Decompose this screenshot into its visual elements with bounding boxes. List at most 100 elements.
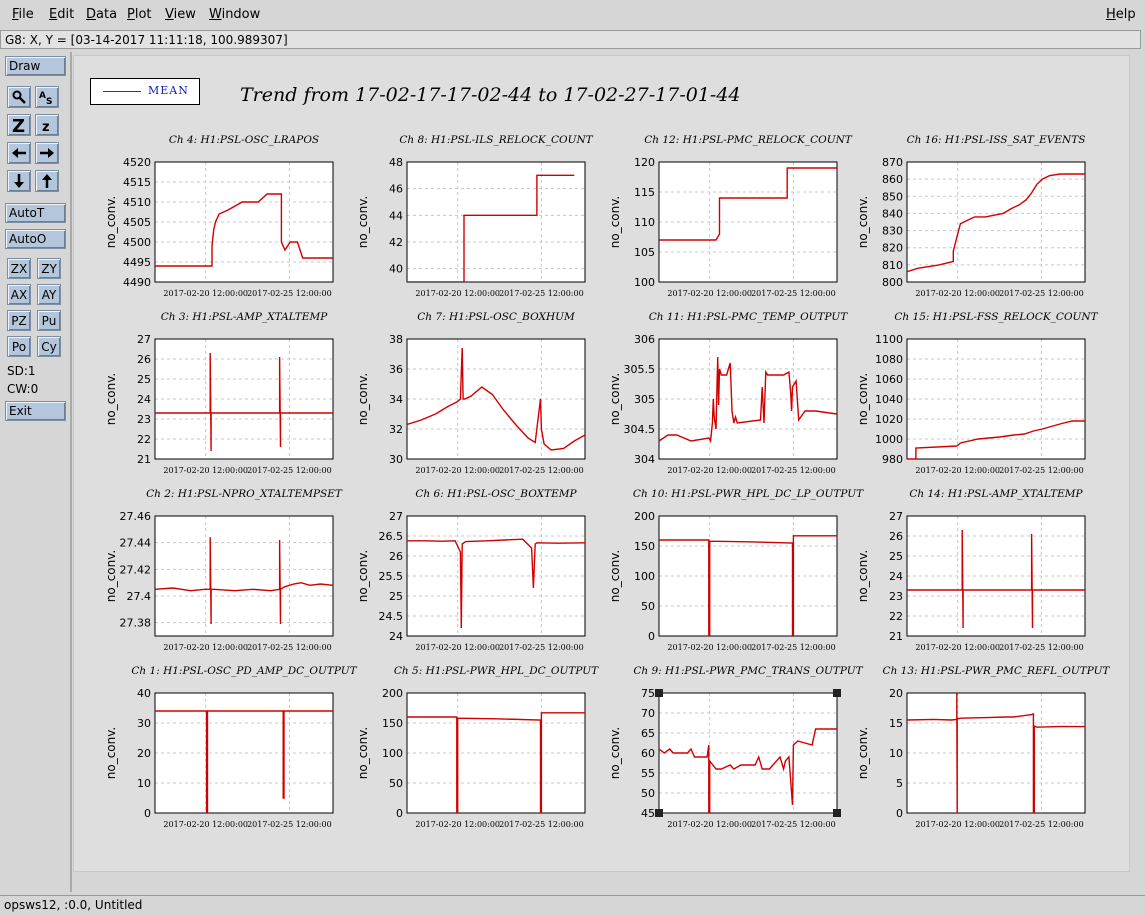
magnify-button[interactable] — [7, 86, 31, 108]
y-tick-label: 100 — [382, 747, 403, 760]
x-tick-label: 2017-02-25 12:00:00 — [247, 820, 332, 829]
draw-button[interactable]: Draw — [5, 56, 66, 76]
chart-background — [907, 339, 1085, 459]
series-line — [659, 535, 837, 636]
series-line — [907, 420, 1085, 459]
chart-16[interactable]: Ch 13: H1:PSL-PWR_PMC_REFL_OUTPUT 0 5 10 15 2… — [856, 665, 1110, 829]
chart-3[interactable]: Ch 12: H1:PSL-PMC_RELOCK_COUNT 100 105 110 1… — [608, 134, 853, 298]
chart-13[interactable]: Ch 1: H1:PSL-OSC_PD_AMP_DC_OUTPUT 0 10 20 30… — [104, 665, 358, 829]
chart-11[interactable]: Ch 10: H1:PSL-PWR_HPL_DC_LP_OUTPUT 0 50 100… — [608, 488, 864, 652]
y-tick-label: 810 — [882, 259, 903, 272]
x-tick-label: 2017-02-25 12:00:00 — [499, 289, 584, 298]
y-tick-label: 100 — [634, 276, 655, 289]
exit-button[interactable]: Exit — [5, 401, 66, 421]
menu-help[interactable]: Help — [1106, 7, 1136, 22]
y-tick-label: 27.44 — [120, 537, 152, 550]
y-tick-label: 27.4 — [127, 590, 152, 603]
chart-frame — [406, 515, 586, 637]
autot-button[interactable]: AutoT — [5, 203, 66, 223]
svg-text:Z: Z — [12, 117, 25, 133]
chart-12[interactable]: Ch 14: H1:PSL-AMP_XTALTEMP 21 22 23 24 25 26 27… — [856, 488, 1086, 652]
selection-handle[interactable] — [655, 809, 663, 817]
selection-handle[interactable] — [833, 809, 841, 817]
y-tick-label: 26 — [137, 353, 151, 366]
pz-button[interactable]: PZ — [7, 310, 31, 331]
pu-button[interactable]: Pu — [37, 310, 61, 331]
x-tick-label: 2017-02-20 12:00:00 — [415, 289, 500, 298]
chart-2[interactable]: Ch 8: H1:PSL-ILS_RELOCK_COUNT 40 42 44 46 48 2… — [356, 134, 594, 298]
y-tick-label: 305 — [634, 393, 655, 406]
x-tick-label: 2017-02-25 12:00:00 — [499, 820, 584, 829]
chart-title: Ch 15: H1:PSL-FSS_RELOCK_COUNT — [894, 311, 1098, 323]
menu-edit[interactable]: Edit — [49, 7, 75, 22]
chart-frame — [154, 515, 334, 637]
y-tick-label: 27 — [889, 510, 903, 523]
series-line — [907, 173, 1085, 273]
chart-14[interactable]: Ch 5: H1:PSL-PWR_HPL_DC_OUTPUT 0 50 100 150 2… — [356, 665, 599, 829]
chart-background — [155, 693, 333, 813]
series-line — [407, 712, 585, 813]
y-tick-label: 306 — [634, 333, 655, 346]
zoom-in-button[interactable]: Z — [7, 114, 31, 136]
series-line — [155, 352, 333, 452]
selection-handle[interactable] — [833, 689, 841, 697]
y-axis-label: no_conv. — [104, 373, 118, 425]
x-tick-label: 2017-02-20 12:00:00 — [415, 643, 500, 652]
arrow-down-icon — [14, 174, 24, 188]
zoom-out-button[interactable]: z — [35, 114, 59, 136]
footer-status: opsws12, :0.0, Untitled — [0, 895, 1145, 915]
series-line — [659, 728, 837, 813]
chart-5[interactable]: Ch 3: H1:PSL-AMP_XTALTEMP 21 22 23 24 25 26 27 2… — [104, 311, 334, 475]
chart-15[interactable]: Ch 9: H1:PSL-PWR_PMC_TRANS_OUTPUT 45 50 55 6… — [608, 665, 864, 829]
chart-1[interactable]: Ch 4: H1:PSL-OSC_LRAPOS 4490 4495 4500 4505 4… — [104, 134, 334, 298]
series-line — [155, 193, 333, 267]
pan-up-button[interactable] — [35, 170, 59, 192]
legend: MEAN — [90, 78, 200, 105]
y-tick-label: 1060 — [875, 373, 903, 386]
sd-label: SD:1 — [7, 364, 36, 378]
zy-button[interactable]: ZY — [37, 258, 61, 279]
y-tick-label: 26.5 — [379, 530, 404, 543]
chart-10[interactable]: Ch 6: H1:PSL-OSC_BOXTEMP 24 24.5 25 25.5 26 26… — [356, 488, 586, 652]
selection-handle[interactable] — [655, 689, 663, 697]
menu-view[interactable]: View — [165, 7, 196, 22]
y-tick-label: 27 — [137, 333, 151, 346]
y-tick-label: 4495 — [123, 256, 151, 269]
chart-9[interactable]: Ch 2: H1:PSL-NPRO_XTALTEMPSET 27.38 27.4 27… — [104, 488, 343, 652]
zoom-text-icon: AS — [39, 91, 52, 105]
y-tick-label: 120 — [634, 156, 655, 169]
series-line — [407, 538, 585, 629]
y-tick-label: 40 — [137, 687, 151, 700]
ax-button[interactable]: AX — [7, 284, 31, 305]
pan-left-button[interactable] — [7, 142, 31, 164]
autoo-button[interactable]: AutoO — [5, 229, 66, 249]
chart-4[interactable]: Ch 16: H1:PSL-ISS_SAT_EVENTS 800 810 820 830… — [856, 134, 1086, 298]
menu-window[interactable]: Window — [209, 7, 261, 22]
chart-7[interactable]: Ch 11: H1:PSL-PMC_TEMP_OUTPUT 304 304.5 305… — [608, 311, 848, 475]
y-tick-label: 830 — [882, 225, 903, 238]
po-button[interactable]: Po — [7, 336, 31, 357]
menu-plot[interactable]: Plot — [127, 7, 152, 22]
y-tick-label: 150 — [382, 717, 403, 730]
y-tick-label: 21 — [889, 630, 903, 643]
y-tick-label: 800 — [882, 276, 903, 289]
cy-button[interactable]: Cy — [37, 336, 61, 357]
pan-right-button[interactable] — [35, 142, 59, 164]
y-tick-label: 4515 — [123, 176, 151, 189]
y-tick-label: 25 — [889, 550, 903, 563]
x-tick-label: 2017-02-25 12:00:00 — [751, 820, 836, 829]
zx-button[interactable]: ZX — [7, 258, 31, 279]
chart-title: Ch 2: H1:PSL-NPRO_XTALTEMPSET — [146, 488, 343, 500]
y-tick-label: 4520 — [123, 156, 151, 169]
chart-title: Ch 4: H1:PSL-OSC_LRAPOS — [169, 134, 319, 146]
chart-8[interactable]: Ch 15: H1:PSL-FSS_RELOCK_COUNT 980 1000 102… — [856, 311, 1099, 475]
y-tick-label: 50 — [641, 600, 655, 613]
menu-file[interactable]: File — [12, 7, 34, 22]
pan-down-button[interactable] — [7, 170, 31, 192]
chart-6[interactable]: Ch 7: H1:PSL-OSC_BOXHUM 30 32 34 36 38 2017-02… — [356, 311, 586, 475]
menu-data[interactable]: Data — [86, 7, 118, 22]
ay-button[interactable]: AY — [37, 284, 61, 305]
